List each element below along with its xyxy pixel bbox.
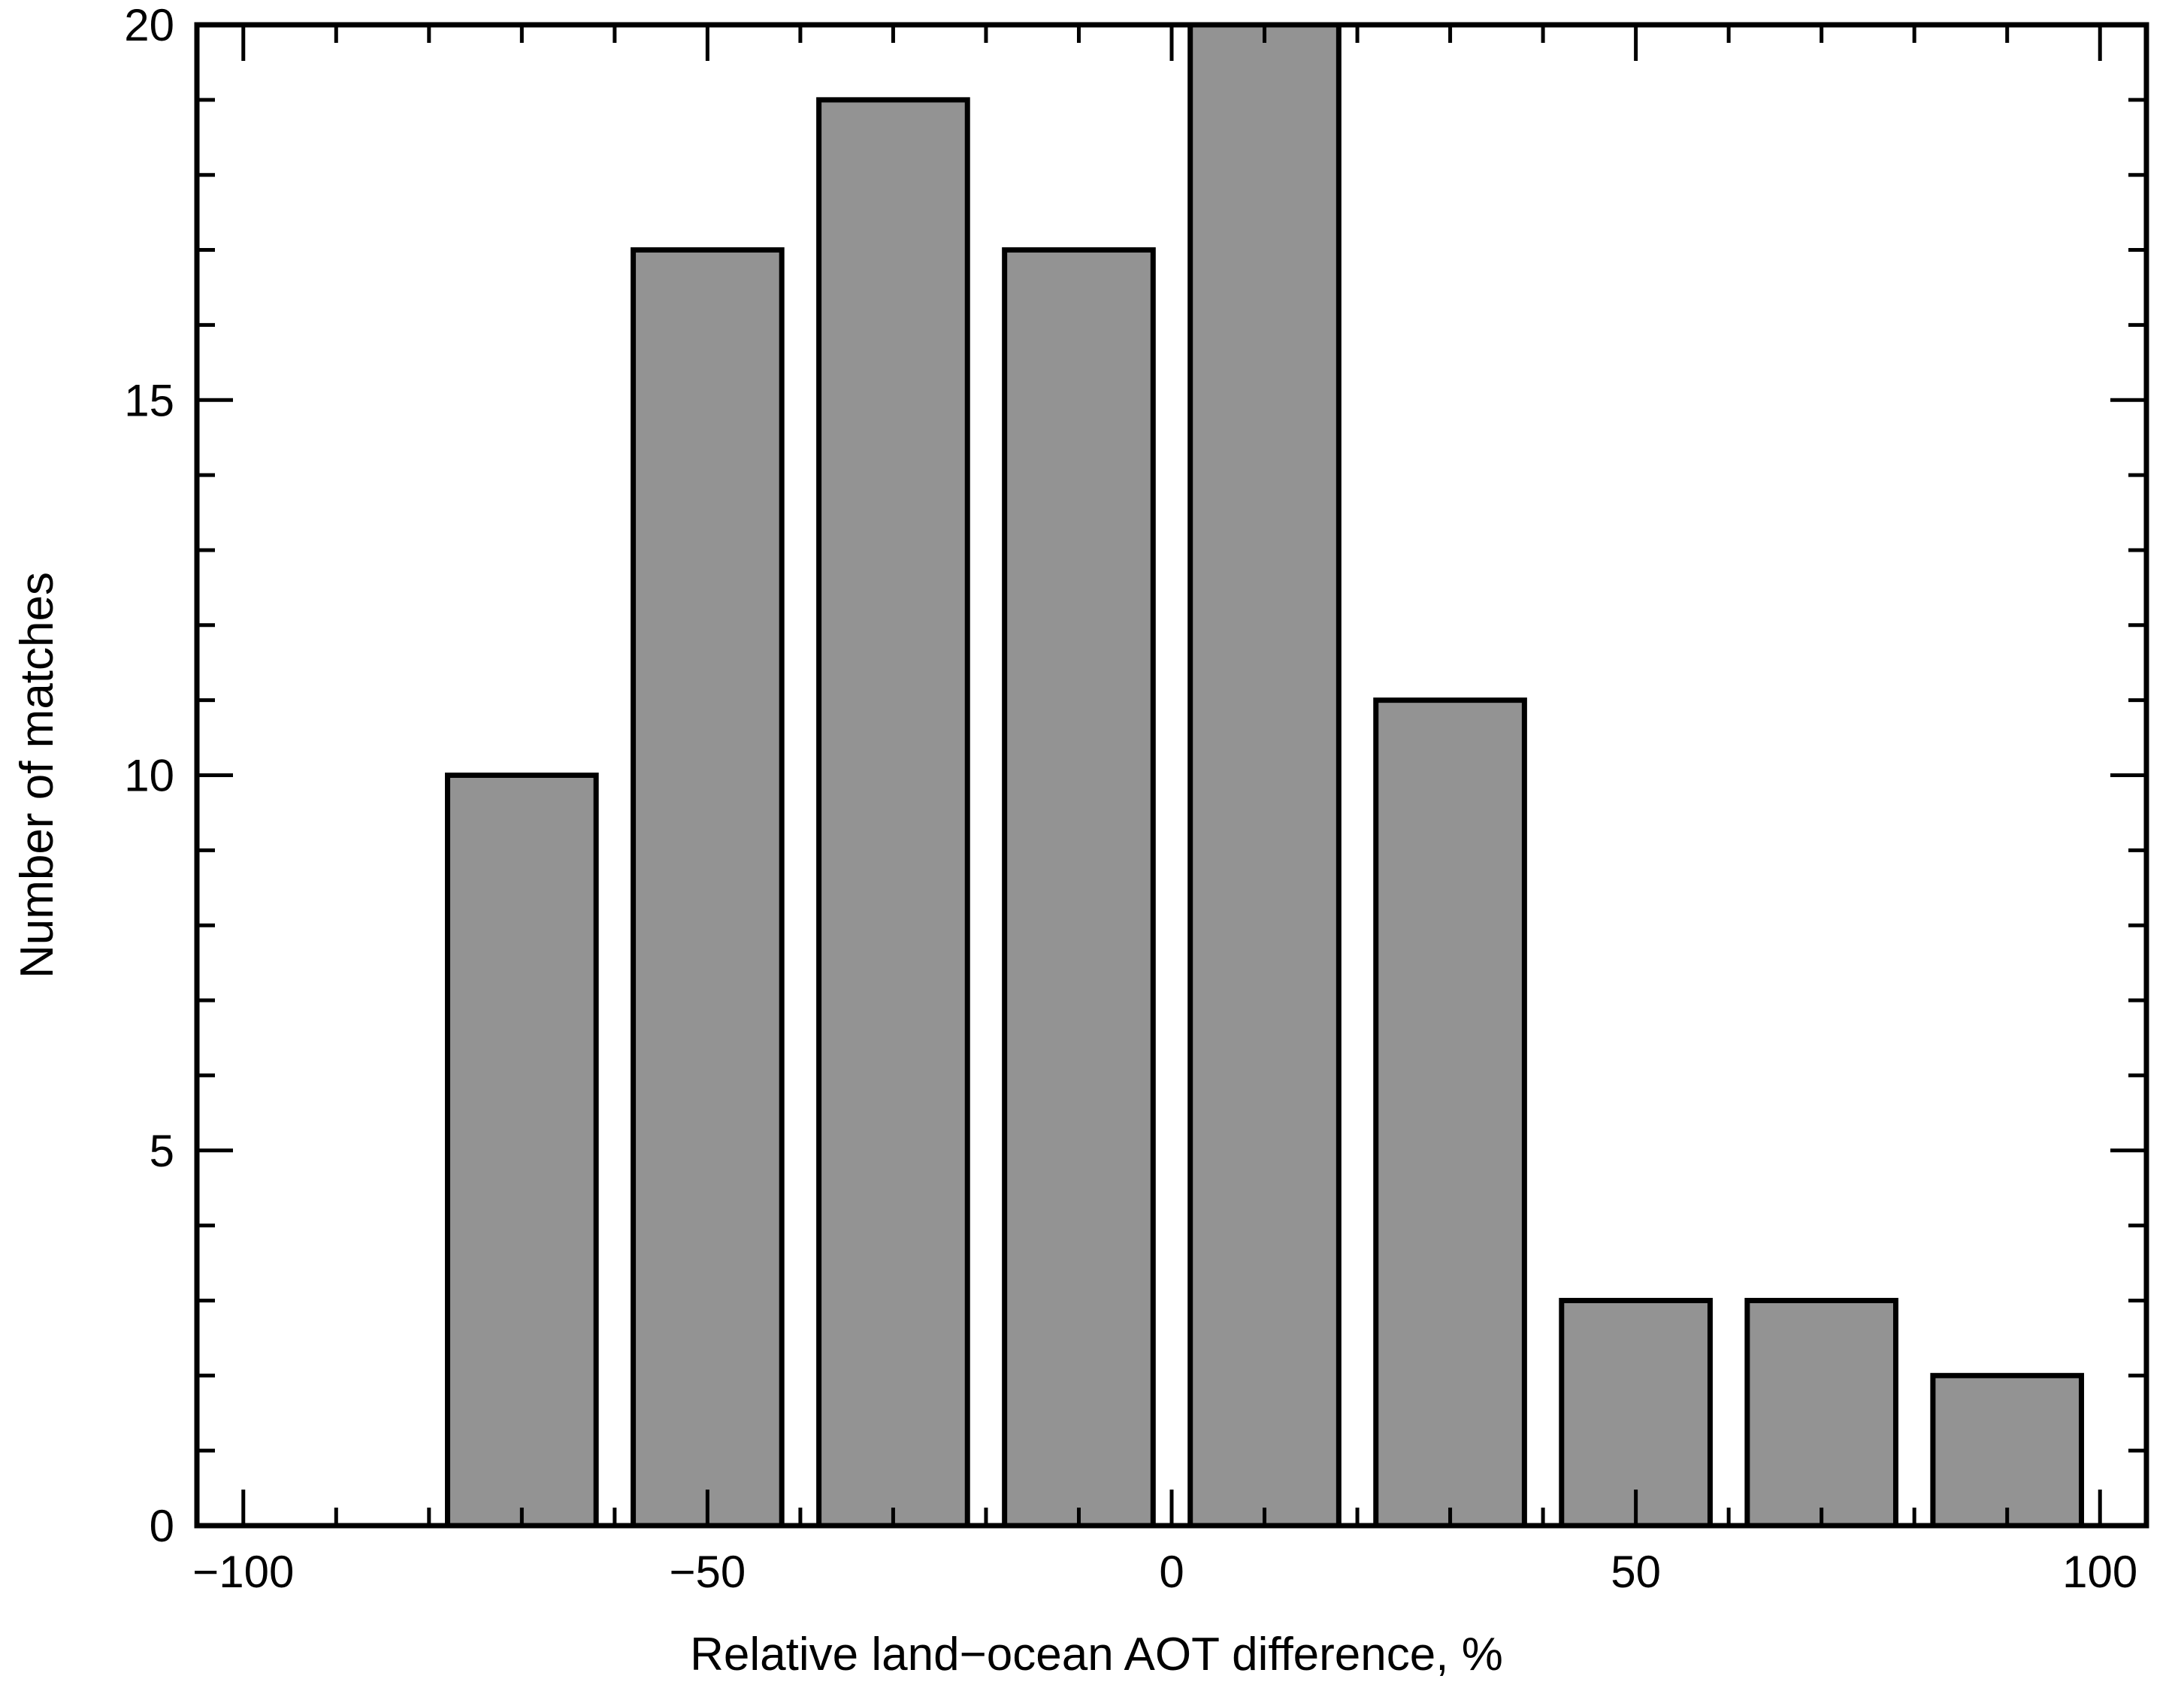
ticks-layer bbox=[197, 23, 2146, 1528]
x-tick-label: −50 bbox=[669, 1547, 746, 1597]
bar bbox=[1559, 1297, 1713, 1529]
x-axis-label: Relative land−ocean AOT difference, % bbox=[690, 1629, 1503, 1680]
x-tick-label: 50 bbox=[1611, 1547, 1661, 1597]
bar bbox=[1930, 1372, 2085, 1529]
y-tick-label: 10 bbox=[124, 751, 174, 801]
y-tick-label: 15 bbox=[124, 375, 174, 425]
x-tick-label: −100 bbox=[192, 1547, 294, 1597]
bar bbox=[1373, 697, 1527, 1529]
bar bbox=[1187, 22, 1342, 1529]
bar bbox=[1744, 1297, 1898, 1529]
x-tick-label: 100 bbox=[2062, 1547, 2137, 1597]
y-axis-label: Number of matches bbox=[11, 572, 63, 979]
bar bbox=[631, 247, 785, 1529]
bar bbox=[445, 773, 599, 1529]
plot-frame bbox=[194, 22, 2149, 1529]
bar bbox=[816, 97, 970, 1529]
y-tick-label: 5 bbox=[150, 1126, 174, 1176]
x-tick-label: 0 bbox=[1159, 1547, 1184, 1597]
y-tick-label: 20 bbox=[124, 0, 174, 50]
tick-labels-layer: −100 −50 0 50 100 0 5 10 15 20 bbox=[124, 0, 2137, 1597]
bar bbox=[1002, 247, 1156, 1529]
bars-layer bbox=[445, 22, 2085, 1529]
y-tick-label: 0 bbox=[150, 1501, 174, 1551]
